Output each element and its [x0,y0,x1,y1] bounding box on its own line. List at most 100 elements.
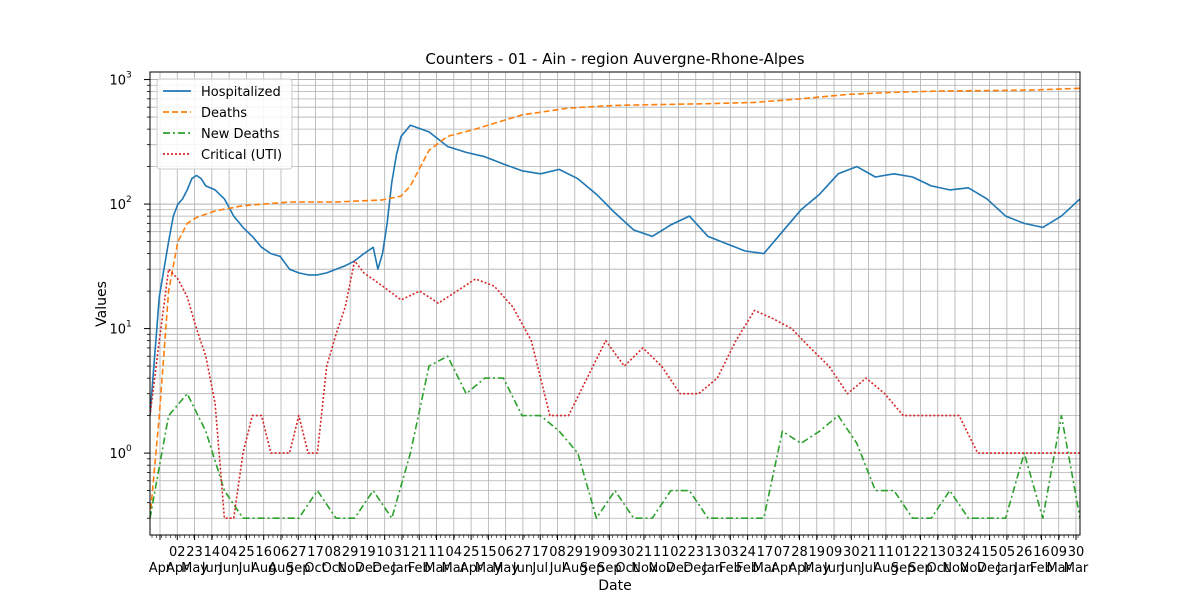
y-tick-label: 10 [109,74,126,89]
x-tick-month-label: Dec [355,561,380,576]
x-tick-month-label: Jan [391,561,412,576]
chart-title: Counters - 01 - Ain - region Auvergne-Rh… [425,50,804,68]
x-tick-day-label: 08 [549,545,566,560]
legend-box [156,78,293,170]
x-tick-day-label: 04 [221,545,238,560]
x-tick-day-label: 09 [1050,545,1067,560]
legend-label: Critical (UTI) [201,148,282,163]
x-tick-month-label: Aug [268,561,293,576]
x-tick-month-label: Jun [218,561,239,576]
x-tick-month-label: Feb [719,561,742,576]
x-tick-day-label: 03 [947,545,964,560]
x-tick-month-label: May [475,561,502,576]
x-tick-day-label: 08 [325,545,342,560]
x-tick-day-label: 02 [670,545,687,560]
legend-label: Deaths [201,106,247,121]
x-tick-day-label: 04 [446,545,463,560]
x-tick-day-label: 29 [342,545,359,560]
x-tick-month-label: Sep [580,561,605,576]
x-tick-month-label: Nov [649,561,675,576]
x-tick-day-label: 19 [584,545,601,560]
x-tick-day-label: 27 [290,545,307,560]
x-tick-day-label: 22 [912,545,929,560]
y-tick-label: 10 [109,447,126,462]
y-tick-exponent: 3 [126,71,132,81]
x-tick-day-label: 15 [981,545,998,560]
x-tick-month-label: Oct [322,561,344,576]
x-tick-month-label: Jul [549,561,566,576]
x-tick-day-label: 11 [878,545,895,560]
plot-frame [149,71,1081,536]
x-tick-day-label: 30 [843,545,860,560]
x-tick-day-label: 26 [1016,545,1033,560]
x-tick-day-label: 25 [463,545,480,560]
series-line-deaths [150,87,1080,519]
x-tick-month-label: Mar [1046,561,1071,576]
x-tick-day-label: 17 [307,545,324,560]
x-tick-day-label: 03 [722,545,739,560]
x-tick-day-label: 17 [532,545,549,560]
x-tick-month-label: Feb [408,561,431,576]
x-tick-month-label: Mar [424,561,449,576]
y-tick-label: 10 [109,323,126,338]
x-tick-month-label: Mar [1064,561,1089,576]
x-tick-month-label: Nov [960,561,986,576]
x-tick-day-label: 29 [567,545,584,560]
legend: Hospitalized Deaths New Deaths Critical (UT… [156,78,293,170]
y-axis-label: Values [94,281,110,327]
grid-lines [150,72,1080,535]
x-tick-month-label: May [181,561,208,576]
x-tick-day-label: 21 [636,545,653,560]
x-tick-month-label: Jan [996,561,1017,576]
y-tick-label: 10 [109,198,126,213]
x-tick-month-label: Apr [149,561,172,576]
x-tick-month-label: Nov [631,561,657,576]
x-tick-day-label: 30 [618,545,635,560]
x-tick-day-label: 19 [359,545,376,560]
x-tick-day-label: 09 [826,545,843,560]
x-tick-month-label: Mar [442,561,467,576]
x-tick-month-label: Jun [201,561,222,576]
x-tick-month-label: Dec [372,561,397,576]
x-tick-month-label: Apr [460,561,483,576]
x-tick-month-label: Apr [788,561,811,576]
x-tick-month-label: Oct [615,561,637,576]
x-tick-day-label: 01 [895,545,912,560]
x-tick-month-label: Dec [666,561,691,576]
y-tick-exponent: 0 [126,444,132,454]
x-tick-day-label: 21 [411,545,428,560]
x-tick-month-label: Oct [304,561,326,576]
x-tick-day-label: 07 [774,545,791,560]
x-tick-month-label: Feb [1030,561,1053,576]
x-tick-day-label: 25 [238,545,255,560]
x-tick-day-label: 15 [480,545,497,560]
x-tick-month-label: Jul [238,561,255,576]
x-tick-month-label: Apr [771,561,794,576]
x-tick-month-label: Mar [753,561,778,576]
x-tick-day-label: 05 [999,545,1016,560]
x-tick-day-label: 11 [653,545,670,560]
x-tick-day-label: 23 [186,545,203,560]
x-axis-label: Date [598,578,631,594]
x-tick-day-label: 24 [739,545,756,560]
x-tick-month-label: Sep [908,561,933,576]
x-tick-day-label: 13 [929,545,946,560]
series-line-critical-uti [150,260,1080,520]
y-tick-exponent: 2 [126,195,132,205]
x-tick-month-label: Nov [942,561,968,576]
x-tick-month-label: Dec [977,561,1002,576]
x-tick-month-label: Jul [860,561,877,576]
x-tick-month-label: Sep [286,561,311,576]
x-tick-day-label: 21 [860,545,877,560]
x-tick-day-label: 31 [394,545,411,560]
x-tick-month-label: Jan [1013,561,1034,576]
x-tick-month-label: Aug [562,561,587,576]
x-tick-day-label: 13 [705,545,722,560]
x-tick-month-label: Sep [597,561,622,576]
x-tick-month-label: May [803,561,830,576]
x-tick-month-label: May [492,561,519,576]
x-tick-month-label: Aug [873,561,898,576]
